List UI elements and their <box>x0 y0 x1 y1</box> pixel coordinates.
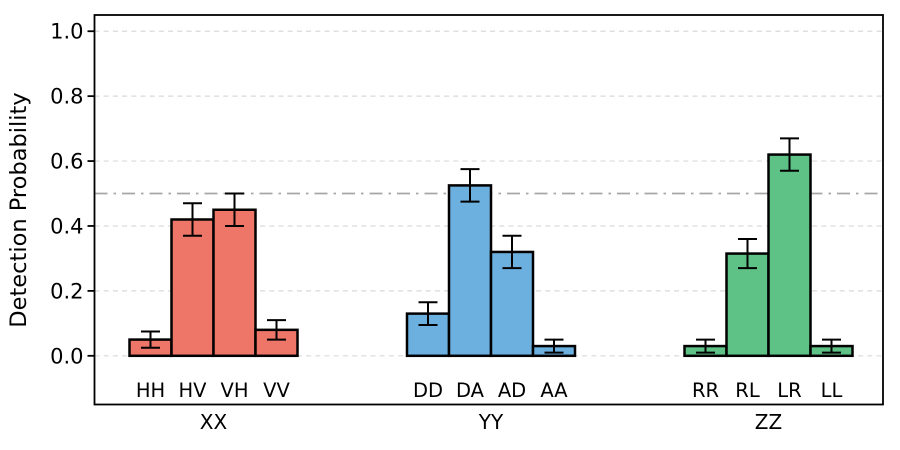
labels-layer: HH HV VH VV XX DD DA AD AA YY RR RL LR LL ZZ <box>136 379 843 434</box>
plot-border <box>93 14 884 406</box>
errorbar-RR <box>696 338 715 354</box>
y-tick-label-1.0: 1.0 <box>50 20 83 44</box>
group-label-XX: XX <box>200 410 228 434</box>
errorbar-LR <box>780 137 799 172</box>
x-tick-label-HV: HV <box>178 379 207 402</box>
bars-layer <box>128 137 854 358</box>
x-tick-label-AA: AA <box>540 379 568 402</box>
errorbar-RL <box>738 237 757 270</box>
y-tick-label-0.6: 0.6 <box>50 150 83 174</box>
y-tick-label-0.2: 0.2 <box>50 279 83 303</box>
x-tick-label-AD: AD <box>498 379 526 402</box>
errorbar-VV <box>267 319 286 341</box>
errorbar-AA <box>544 338 564 354</box>
errorbar-LL <box>822 338 841 354</box>
axes-layer: 0.0 0.2 0.4 0.6 0.8 1.0 <box>50 14 884 406</box>
errorbar-AD <box>502 234 522 270</box>
bar-DA <box>447 184 493 358</box>
errorbar-VH <box>225 192 244 227</box>
x-tick-label-LL: LL <box>821 379 843 402</box>
bar-AD <box>489 250 535 358</box>
x-tick-label-VH: VH <box>220 379 248 402</box>
bar-RL <box>725 252 770 358</box>
y-axis-label: Detection Probability <box>6 92 32 327</box>
bar-VH <box>212 208 257 358</box>
x-tick-label-LR: LR <box>777 379 801 402</box>
bar-LR <box>767 153 812 358</box>
y-tick-label-0.4: 0.4 <box>50 214 83 238</box>
x-tick-label-VV: VV <box>263 379 290 402</box>
errorbar-HH <box>141 330 160 349</box>
x-tick-label-RL: RL <box>735 379 760 402</box>
x-tick-label-HH: HH <box>136 379 165 402</box>
errorbar-HV <box>183 202 202 237</box>
x-tick-label-DA: DA <box>456 379 485 402</box>
bar-HV <box>170 218 215 358</box>
group-label-YY: YY <box>478 410 504 434</box>
x-tick-label-RR: RR <box>692 379 719 402</box>
errorbar-DA <box>460 168 480 203</box>
group-label-ZZ: ZZ <box>755 410 782 434</box>
errorbar-DD <box>418 301 438 326</box>
x-tick-label-DD: DD <box>413 379 443 402</box>
y-tick-label-0.8: 0.8 <box>50 85 83 109</box>
y-tick-label-0.0: 0.0 <box>50 344 83 368</box>
